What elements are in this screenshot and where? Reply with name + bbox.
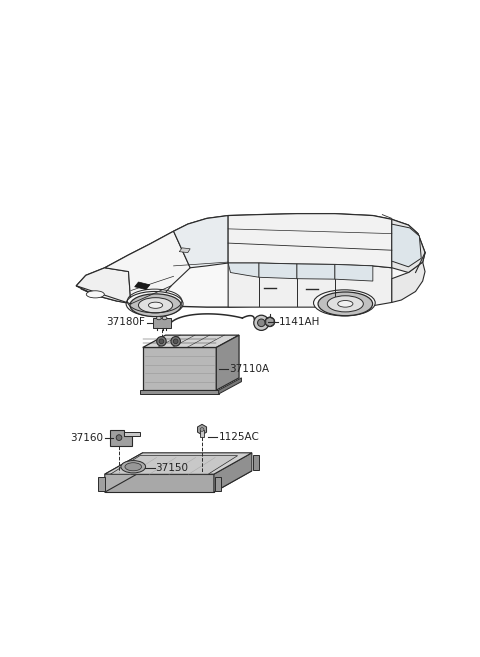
Polygon shape (140, 390, 219, 394)
Ellipse shape (138, 298, 173, 313)
Ellipse shape (130, 294, 181, 317)
Polygon shape (335, 265, 373, 281)
Polygon shape (214, 453, 252, 492)
Polygon shape (124, 432, 140, 436)
Polygon shape (228, 263, 259, 277)
Polygon shape (76, 214, 425, 307)
Circle shape (171, 336, 180, 346)
Text: 1125AC: 1125AC (219, 432, 260, 442)
Circle shape (116, 435, 122, 440)
Polygon shape (110, 430, 132, 445)
Polygon shape (219, 378, 241, 394)
Polygon shape (105, 453, 252, 474)
Polygon shape (76, 268, 131, 304)
Bar (200, 430, 204, 437)
Circle shape (159, 339, 164, 344)
Ellipse shape (162, 317, 167, 320)
Polygon shape (253, 455, 260, 470)
Polygon shape (179, 248, 190, 252)
Polygon shape (297, 264, 335, 279)
Ellipse shape (126, 292, 183, 316)
Polygon shape (105, 453, 143, 492)
Ellipse shape (121, 461, 145, 473)
Polygon shape (143, 335, 239, 348)
Ellipse shape (148, 302, 163, 308)
Ellipse shape (125, 463, 142, 471)
Polygon shape (228, 263, 392, 307)
Ellipse shape (338, 300, 353, 307)
Ellipse shape (313, 290, 375, 316)
Ellipse shape (156, 317, 161, 320)
Text: 1141AH: 1141AH (279, 317, 320, 327)
FancyBboxPatch shape (153, 317, 171, 328)
Polygon shape (97, 476, 105, 491)
Polygon shape (105, 231, 190, 306)
Circle shape (258, 319, 265, 327)
Polygon shape (392, 224, 421, 267)
Circle shape (156, 336, 166, 346)
Circle shape (265, 317, 275, 327)
Circle shape (200, 428, 204, 432)
Polygon shape (216, 335, 239, 390)
Text: 37180F: 37180F (106, 317, 145, 327)
Polygon shape (105, 471, 252, 492)
Polygon shape (259, 263, 297, 279)
Polygon shape (105, 474, 214, 492)
Polygon shape (135, 282, 150, 290)
Polygon shape (110, 456, 238, 474)
Circle shape (254, 315, 269, 330)
Text: 37150: 37150 (156, 463, 189, 474)
Polygon shape (174, 215, 228, 268)
Circle shape (173, 339, 178, 344)
Ellipse shape (86, 291, 104, 298)
Polygon shape (228, 214, 392, 268)
Polygon shape (392, 219, 425, 273)
Polygon shape (143, 348, 216, 390)
Polygon shape (392, 262, 425, 302)
Text: 37160: 37160 (71, 432, 103, 443)
Ellipse shape (318, 292, 372, 316)
Polygon shape (215, 476, 221, 491)
Ellipse shape (327, 296, 363, 312)
Text: 37110A: 37110A (229, 364, 269, 374)
